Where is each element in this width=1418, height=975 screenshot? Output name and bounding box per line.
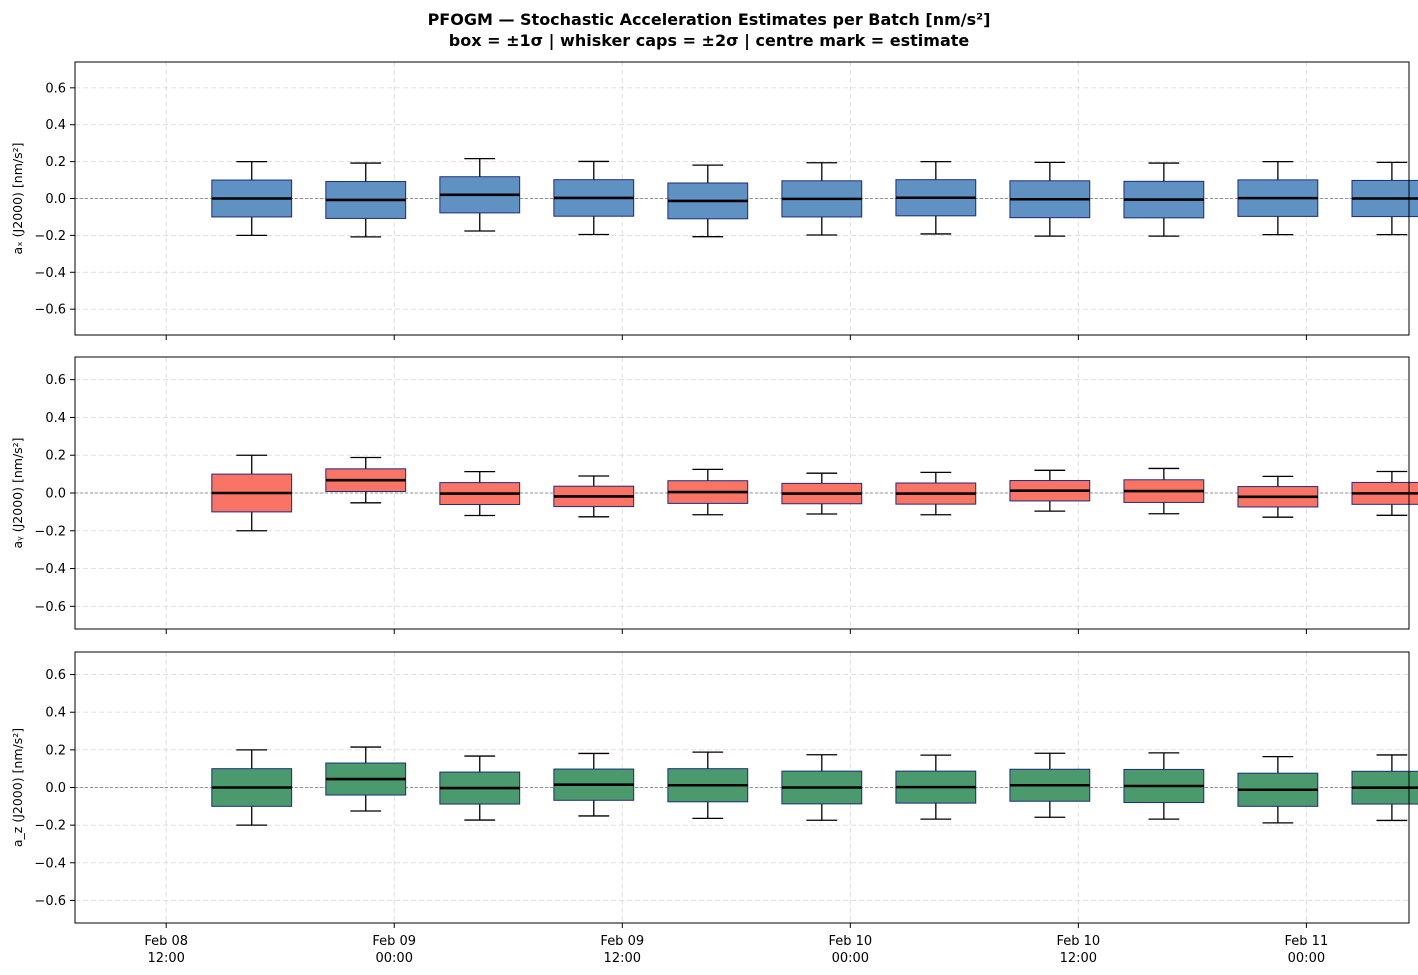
x-tick-label-date: Feb 10 [828, 934, 872, 949]
y-axis-label: a_z (J2000) [nm/s²] [10, 728, 25, 847]
x-tick-label-time: 12:00 [1060, 951, 1097, 966]
y-tick-label: 0.2 [45, 155, 66, 170]
y-tick-label: −0.6 [34, 600, 66, 615]
y-tick-label: −0.4 [34, 562, 66, 577]
y-tick-label: −0.4 [34, 266, 66, 281]
y-tick-label: −0.2 [34, 819, 66, 834]
panel-2: −0.6 −0.4 −0.2 0.0 0.2 0.4 0.6 aᵧ (J2000) [nm/s… [10, 356, 1418, 634]
y-tick-label: −0.2 [34, 229, 66, 244]
figure-title-line1: PFOGM — Stochastic Acceleration Estimate… [428, 10, 991, 29]
y-tick-label: 0.4 [45, 706, 66, 721]
x-tick-label-date: Feb 10 [1056, 934, 1100, 949]
y-tick-label: 0.4 [45, 118, 66, 133]
y-tick-label: 0.0 [45, 487, 66, 502]
y-tick-label: 0.4 [45, 411, 66, 426]
x-tick-label-time: 00:00 [1288, 951, 1325, 966]
x-tick-label-time: 00:00 [832, 951, 869, 966]
y-tick-label: −0.2 [34, 524, 66, 539]
y-tick-label: 0.6 [45, 81, 66, 96]
x-tick-label-date: Feb 09 [600, 934, 644, 949]
y-tick-label: 0.6 [45, 668, 66, 683]
y-tick-label: 0.0 [45, 781, 66, 796]
x-tick-label-date: Feb 09 [372, 934, 416, 949]
panel-3: −0.6 −0.4 −0.2 0.0 0.2 0.4 0.6 Feb 08 12:00 Feb 0… [10, 651, 1418, 966]
y-tick-label: −0.6 [34, 894, 66, 909]
y-axis-label: aₓ (J2000) [nm/s²] [10, 143, 25, 255]
y-tick-label: −0.4 [34, 856, 66, 871]
x-tick-label-time: 00:00 [376, 951, 413, 966]
x-tick-label-time: 12:00 [147, 951, 184, 966]
y-tick-label: 0.6 [45, 373, 66, 388]
y-axis-label: aᵧ (J2000) [nm/s²] [10, 437, 25, 548]
x-tick-label-time: 12:00 [604, 951, 641, 966]
y-tick-label: 0.2 [45, 449, 66, 464]
y-tick-label: 0.0 [45, 192, 66, 207]
figure-title-line2: box = ±1σ | whisker caps = ±2σ | centre … [449, 31, 970, 51]
panels: −0.6 −0.4 −0.2 0.0 0.2 0.4 0.6 aₓ (J2000) [nm/s… [10, 61, 1418, 966]
panel-1: −0.6 −0.4 −0.2 0.0 0.2 0.4 0.6 aₓ (J2000) [nm/s… [10, 61, 1418, 340]
x-tick-label-date: Feb 11 [1285, 934, 1329, 949]
y-tick-label: 0.2 [45, 743, 66, 758]
y-tick-label: −0.6 [34, 303, 66, 318]
x-tick-label-date: Feb 08 [144, 934, 188, 949]
